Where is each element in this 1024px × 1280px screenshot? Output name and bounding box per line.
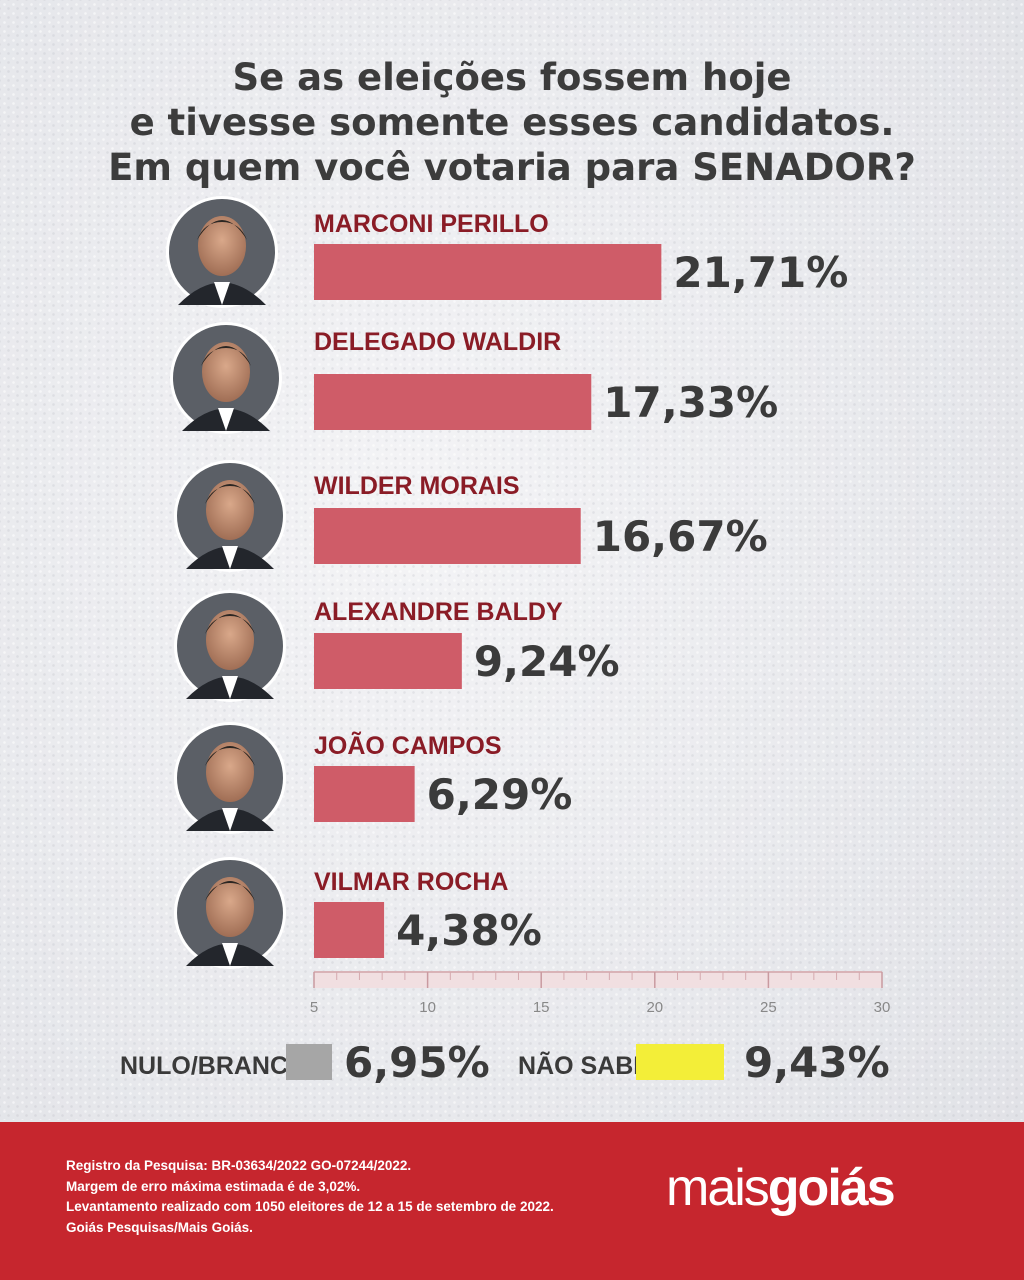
photo-shirt — [214, 282, 230, 305]
bar-wilder-morais — [314, 508, 581, 564]
value-label-marconi-perillo: 21,71% — [673, 248, 848, 297]
legend-swatch-nao-sabe — [636, 1044, 724, 1080]
photo-hair — [205, 614, 255, 634]
photo-face — [202, 342, 250, 402]
footnote-levantamento: Levantamento realizado com 1050 eleitore… — [66, 1199, 554, 1214]
x-tick-label-10: 10 — [419, 999, 436, 1016]
x-tick-label-30: 30 — [874, 999, 891, 1016]
candidate-name-wilder-morais: WILDER MORAIS — [314, 472, 520, 500]
footer-banner: Registro da Pesquisa: BR-03634/2022 GO-0… — [0, 1122, 1024, 1280]
value-label-joao-campos: 6,29% — [427, 770, 573, 819]
photo-hair — [197, 220, 247, 240]
candidate-photo-delegado-waldir — [170, 322, 282, 434]
footnotes: Registro da Pesquisa: BR-03634/2022 GO-0… — [66, 1156, 554, 1238]
legend-value-nao-sabe: 9,43% — [744, 1038, 890, 1087]
footnote-fonte: Goiás Pesquisas/Mais Goiás. — [66, 1219, 253, 1235]
bar-alexandre-baldy — [314, 633, 462, 689]
photo-face — [206, 610, 254, 670]
legend-label-nao-sabe: NÃO SABE — [518, 1052, 650, 1080]
bar-joao-campos — [314, 766, 415, 822]
bar-marconi-perillo — [314, 244, 662, 300]
title-line-1: Se as eleições fossem hoje — [232, 56, 792, 99]
bar-chart: MARCONI PERILLO 21,71% DELEGADO WALDIR 17,3… — [166, 196, 891, 1016]
bar-vilmar-rocha — [314, 902, 385, 958]
maisgoias-logo: maisgoiás — [666, 1158, 896, 1218]
chart-title: Se as eleições fossem hoje e tivesse som… — [60, 55, 964, 190]
legend-label-nulo-branco: NULO/BRANCO — [120, 1052, 308, 1080]
x-axis-strip — [314, 972, 882, 988]
legend-value-nulo-branco: 6,95% — [344, 1038, 490, 1087]
photo-face — [206, 742, 254, 802]
x-tick-label-25: 25 — [760, 999, 777, 1016]
x-tick-label-15: 15 — [533, 999, 550, 1016]
logo-text-goias: goiás — [767, 1159, 896, 1217]
candidate-name-vilmar-rocha: VILMAR ROCHA — [314, 868, 508, 896]
bar-delegado-waldir — [314, 374, 592, 430]
photo-face — [206, 480, 254, 540]
photo-shirt — [222, 546, 238, 569]
candidate-name-alexandre-baldy: ALEXANDRE BALDY — [314, 598, 563, 626]
candidate-name-joao-campos: JOÃO CAMPOS — [314, 730, 502, 760]
candidate-photo-vilmar-rocha — [174, 857, 286, 969]
logo-text-mais: mais — [666, 1159, 770, 1217]
value-label-wilder-morais: 16,67% — [593, 512, 768, 561]
photo-shirt — [222, 943, 238, 966]
legend-swatch-nulo-branco — [286, 1044, 332, 1080]
value-label-delegado-waldir: 17,33% — [603, 378, 778, 427]
title-line-3: Em quem você votaria para SENADOR? — [108, 146, 916, 189]
photo-hair — [205, 484, 255, 504]
photo-hair — [205, 881, 255, 901]
candidate-photo-wilder-morais — [174, 460, 286, 572]
photo-face — [206, 877, 254, 937]
candidate-name-marconi-perillo: MARCONI PERILLO — [314, 210, 549, 238]
candidate-photo-marconi-perillo — [166, 196, 278, 308]
value-label-vilmar-rocha: 4,38% — [396, 906, 542, 955]
photo-shirt — [222, 676, 238, 699]
photo-face — [198, 216, 246, 276]
candidate-name-delegado-waldir: DELEGADO WALDIR — [314, 328, 561, 356]
candidate-photo-alexandre-baldy — [174, 590, 286, 702]
candidate-photo-joao-campos — [174, 722, 286, 834]
x-tick-label-5: 5 — [310, 999, 318, 1016]
footnote-margem: Margem de erro máxima estimada é de 3,02… — [66, 1178, 361, 1194]
photo-hair — [205, 746, 255, 766]
photo-shirt — [218, 408, 234, 431]
value-label-alexandre-baldy: 9,24% — [474, 637, 620, 686]
title-line-2: e tivesse somente esses candidatos. — [129, 101, 895, 144]
photo-shirt — [222, 808, 238, 831]
legend: NULO/BRANCO 6,95% NÃO SABE 9,43% — [0, 1038, 1024, 1098]
photo-hair — [201, 346, 251, 366]
footnote-registro: Registro da Pesquisa: BR-03634/2022 GO-0… — [66, 1158, 412, 1173]
x-tick-label-20: 20 — [646, 999, 663, 1016]
